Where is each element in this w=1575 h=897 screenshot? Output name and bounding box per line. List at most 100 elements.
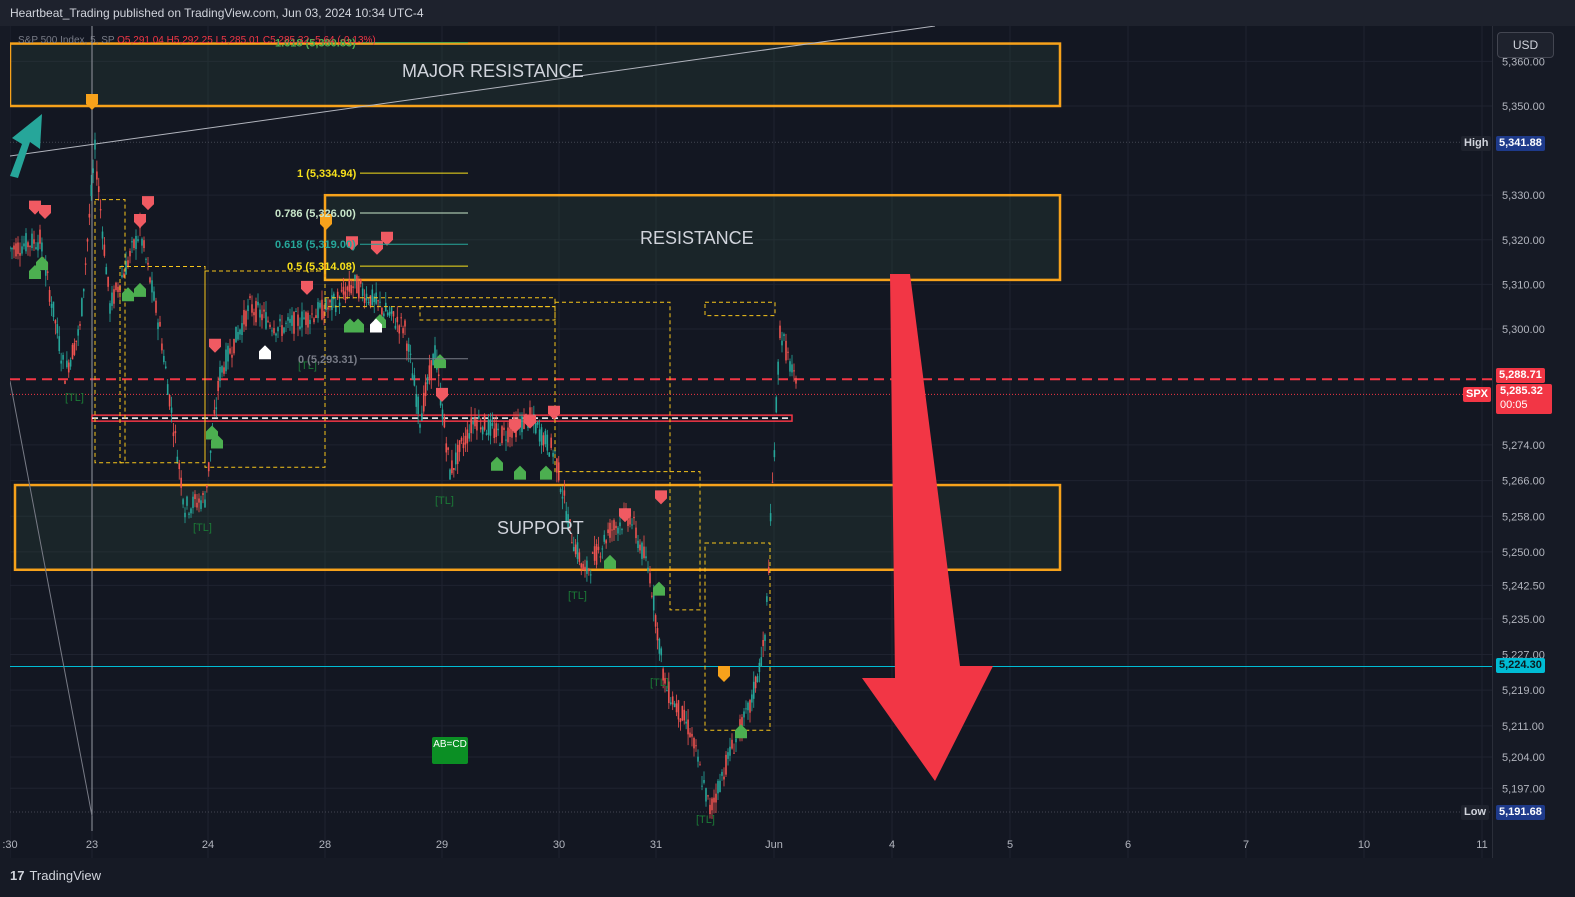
- candle-body: [186, 496, 188, 506]
- candle-body: [346, 286, 349, 291]
- tradingview-logo[interactable]: 17 TradingView: [10, 868, 101, 883]
- alert-marker: [320, 214, 332, 230]
- price-chart[interactable]: [TL] [TL] [TL] [TL] [TL] [TL] [TL] 1.618 (5,38…: [10, 26, 1492, 858]
- candle-body: [409, 353, 412, 355]
- legend-close: C5,285.32: [262, 35, 310, 46]
- candle-body: [111, 292, 113, 306]
- candle-body: [795, 377, 797, 384]
- currency-button[interactable]: USD: [1497, 32, 1554, 58]
- candle-body: [307, 312, 309, 328]
- price-axis[interactable]: 5,360.00 5,350.00 5,330.00 5,320.00 5,310.00…: [1492, 26, 1575, 858]
- candle-body: [497, 428, 499, 431]
- publisher-text: Heartbeat_Trading published on TradingVi…: [10, 6, 424, 20]
- candle-body: [550, 437, 552, 448]
- candle-body: [754, 676, 757, 689]
- candle-body: [529, 407, 531, 415]
- candle-body: [567, 514, 569, 530]
- candle-body: [586, 560, 588, 574]
- candle-body: [192, 496, 194, 508]
- candle-body: [756, 676, 759, 683]
- candle-body: [428, 365, 431, 378]
- candle-body: [143, 240, 145, 249]
- candle-body: [333, 293, 335, 300]
- candle-body: [597, 546, 600, 551]
- candle-body: [627, 519, 629, 526]
- candle-body: [633, 516, 635, 519]
- candle-body: [673, 703, 676, 708]
- candle-body: [478, 416, 480, 419]
- candle-body: [79, 324, 81, 326]
- price-axis-svg: 5,360.00 5,350.00 5,330.00 5,320.00 5,310.00…: [1502, 56, 1545, 795]
- legend-high: H5,292.25: [166, 35, 213, 46]
- candle-body: [595, 543, 598, 565]
- candle-body: [762, 639, 764, 647]
- candle-body: [204, 499, 206, 508]
- candle-body: [501, 426, 503, 444]
- candle-body: [713, 797, 715, 803]
- candle-body: [707, 795, 709, 797]
- zone-box: [13, 483, 1062, 572]
- candle-body: [509, 428, 511, 437]
- candle-body: [699, 764, 701, 766]
- candle-body: [287, 317, 289, 321]
- candle-body: [293, 312, 295, 334]
- candle-body: [656, 628, 659, 641]
- time-tick-label: 4: [889, 839, 895, 851]
- time-tick-label: Jun: [765, 839, 783, 851]
- candle-body: [133, 239, 135, 248]
- tv-logo-icon: 17: [10, 868, 25, 883]
- sell-marker: [509, 419, 521, 434]
- chart-grid: [10, 26, 1492, 858]
- candle-body: [60, 360, 62, 364]
- candle-body: [476, 419, 478, 431]
- candle-body: [202, 493, 204, 496]
- candle-body: [451, 460, 453, 474]
- candle-body: [73, 342, 76, 355]
- candle-body: [662, 668, 664, 681]
- buy-marker: [491, 456, 503, 471]
- candle-body: [479, 427, 482, 430]
- candle-body: [117, 286, 119, 293]
- candle-body: [127, 260, 129, 267]
- candle-body: [369, 295, 372, 307]
- low-label: Low: [1461, 805, 1489, 820]
- candle-body: [44, 264, 47, 276]
- zones-layer: [10, 42, 1062, 572]
- candle-body: [413, 375, 416, 386]
- order-block-box: [324, 297, 556, 308]
- dashed-level-tag: 5,288.71: [1496, 368, 1545, 383]
- candle-body: [96, 171, 98, 180]
- candle-body: [31, 233, 33, 248]
- candle-body: [548, 452, 551, 457]
- candle-body: [789, 361, 791, 372]
- candle-body: [377, 300, 379, 302]
- candle-body: [654, 615, 657, 627]
- candle-body: [747, 702, 749, 711]
- time-axis[interactable]: :30 23 24 28 29 30 31 Jun 4 5 6 7 10 11: [0, 830, 1492, 858]
- candle-body: [253, 312, 255, 316]
- candle-body: [649, 573, 651, 584]
- candle-body: [727, 752, 729, 759]
- candle-body: [745, 708, 747, 710]
- candle-body: [426, 377, 429, 384]
- candle-body: [64, 380, 66, 384]
- tl-marker-label: [TL]: [193, 522, 212, 534]
- candle-body: [767, 567, 770, 573]
- candle-body: [691, 733, 693, 737]
- candle-body: [449, 469, 451, 480]
- sell-marker: [655, 490, 667, 505]
- candle-body: [447, 447, 449, 450]
- markers-layer: [TL] [TL] [TL] [TL] [TL] [TL] [TL]: [29, 94, 747, 826]
- candle-body: [470, 417, 472, 434]
- candle-body: [601, 548, 604, 550]
- candle-body: [621, 529, 623, 531]
- candle-body: [705, 788, 707, 802]
- candle-body: [617, 527, 619, 534]
- chart-pane[interactable]: [TL] [TL] [TL] [TL] [TL] [TL] [TL] 1.618 (5,38…: [10, 26, 1492, 858]
- candle-body: [367, 302, 370, 304]
- tl-marker-label: [TL]: [650, 677, 669, 689]
- candle-body: [677, 700, 680, 720]
- candle-body: [679, 718, 682, 723]
- candle-body: [295, 311, 297, 313]
- candle-body: [668, 681, 670, 704]
